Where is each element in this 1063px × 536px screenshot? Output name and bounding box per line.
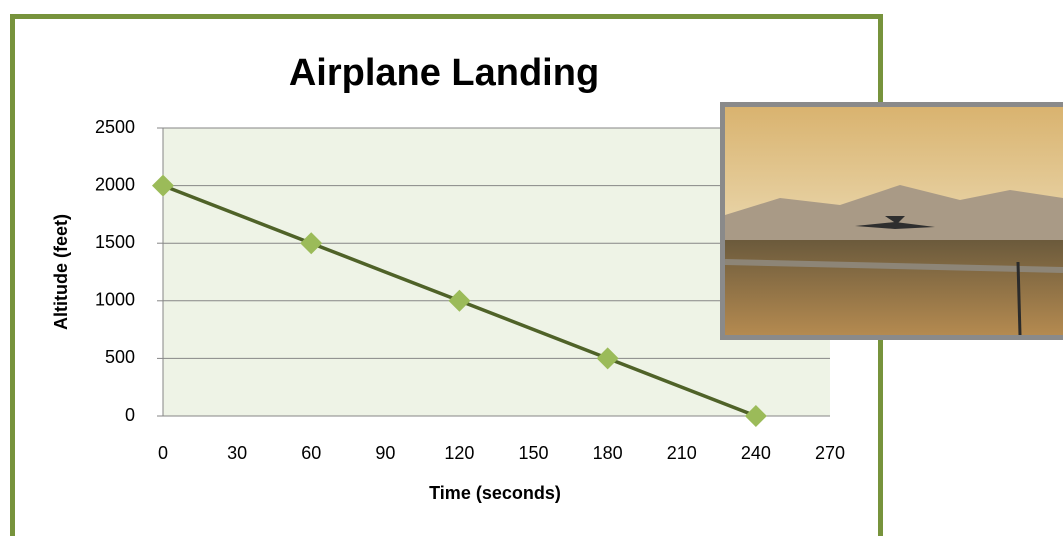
y-tick-label: 1500 bbox=[95, 232, 135, 252]
chart: 0 500 1000 1500 2000 2500 0 30 60 90 120 150 180 210 2… bbox=[0, 0, 1063, 536]
x-tick-label: 30 bbox=[227, 443, 247, 463]
y-tick-label: 2000 bbox=[95, 174, 135, 194]
x-tick-label: 240 bbox=[741, 443, 771, 463]
y-tick-label: 0 bbox=[125, 405, 135, 425]
chart-title: Airplane Landing bbox=[289, 52, 599, 94]
x-tick-label: 60 bbox=[301, 443, 321, 463]
x-tick-label: 0 bbox=[158, 443, 168, 463]
x-axis-label: Time (seconds) bbox=[429, 483, 561, 503]
x-tick-label: 270 bbox=[815, 443, 845, 463]
photo-post bbox=[1018, 262, 1020, 335]
photo bbox=[720, 102, 1063, 340]
y-tick-label: 500 bbox=[105, 347, 135, 367]
y-tick-label: 1000 bbox=[95, 290, 135, 310]
x-tick-label: 150 bbox=[519, 443, 549, 463]
page: {"chart_data": {"type": "line", "title":… bbox=[0, 0, 1063, 536]
photo-field bbox=[725, 240, 1063, 335]
x-tick-label: 90 bbox=[375, 443, 395, 463]
x-tick-label: 120 bbox=[444, 443, 474, 463]
y-axis-label: Altitude (feet) bbox=[51, 214, 71, 330]
y-tick-label: 2500 bbox=[95, 117, 135, 137]
x-tick-label: 210 bbox=[667, 443, 697, 463]
x-tick-label: 180 bbox=[593, 443, 623, 463]
